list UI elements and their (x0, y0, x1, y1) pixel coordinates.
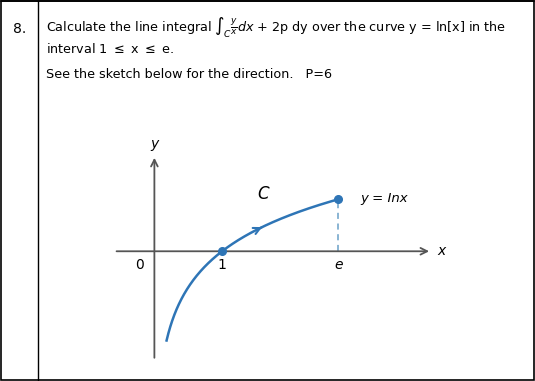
Text: e: e (334, 258, 342, 272)
Text: See the sketch below for the direction.   P=6: See the sketch below for the direction. … (46, 68, 332, 81)
Text: y: y (150, 137, 158, 151)
Text: 1: 1 (218, 258, 226, 272)
Text: x: x (437, 244, 446, 258)
Text: 0: 0 (135, 258, 144, 272)
Text: interval 1 $\leq$ x $\leq$ e.: interval 1 $\leq$ x $\leq$ e. (46, 42, 174, 56)
Text: C: C (257, 185, 269, 203)
Text: 8.: 8. (13, 22, 27, 36)
Text: y = Inx: y = Inx (360, 192, 408, 205)
Text: Calculate the line integral $\int_C \frac{y}{x}dx$ + 2p dy over the curve y = ln: Calculate the line integral $\int_C \fra… (46, 15, 506, 40)
